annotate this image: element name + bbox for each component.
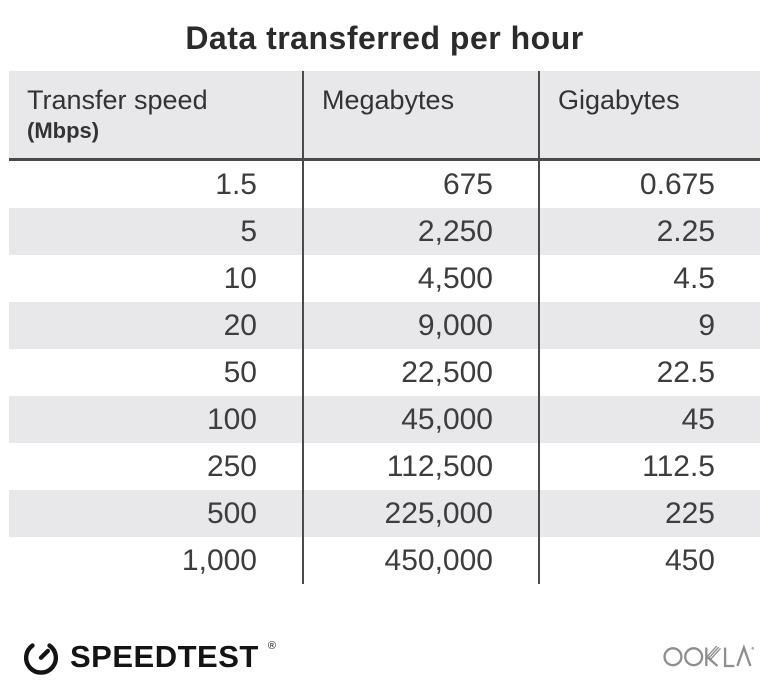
header-cell-megabytes: Megabytes (302, 71, 538, 158)
table-cell: 9 (538, 302, 760, 349)
table-row: 10 4,500 4.5 (9, 255, 760, 302)
header-label: Gigabytes (558, 85, 680, 115)
header-cell-transfer-speed: Transfer speed (Mbps) (9, 71, 302, 158)
table-cell: 4,500 (302, 255, 538, 302)
ookla-logo: OOKLA (663, 640, 755, 672)
table-row: 250 112,500 112.5 (9, 443, 760, 490)
table-cell: 225 (538, 490, 760, 537)
speedtest-logo: SPEEDTEST ® (20, 635, 276, 677)
table-cell: 450 (538, 537, 760, 584)
table-cell: 2.25 (538, 208, 760, 255)
table-cell: 22,500 (302, 349, 538, 396)
table-row: 5 2,250 2.25 (9, 208, 760, 255)
footer: SPEEDTEST ® OOKLA (0, 628, 769, 698)
table-cell: 45 (538, 396, 760, 443)
table-cell: 112,500 (302, 443, 538, 490)
registered-mark: ® (267, 640, 276, 652)
table-cell: 4.5 (538, 255, 760, 302)
table-cell: 22.5 (538, 349, 760, 396)
table-cell: 1.5 (215, 168, 257, 201)
data-table: Transfer speed (Mbps) Megabytes Gigabyte… (9, 71, 760, 584)
table-cell: 9,000 (302, 302, 538, 349)
header-sublabel: (Mbps) (27, 118, 100, 143)
table-cell: 10 (223, 262, 257, 295)
table-cell: 250 (206, 450, 257, 483)
table-row: 50 22,500 22.5 (9, 349, 760, 396)
table-row: 20 9,000 9 (9, 302, 760, 349)
ookla-wordmark (663, 644, 754, 668)
table-cell: 225,000 (302, 490, 538, 537)
table-header-row: Transfer speed (Mbps) Megabytes Gigabyte… (9, 71, 760, 161)
table-cell: 450,000 (302, 537, 538, 584)
table-cell: 5 (240, 215, 257, 248)
table-body: 1.5 675 0.675 5 2,250 2.25 10 4,500 4.5 20 9,000 9 5… (9, 161, 760, 584)
table-cell: 500 (206, 497, 257, 530)
speedtest-wordmark: SPEEDTEST (70, 638, 259, 674)
table-cell: 112.5 (538, 443, 760, 490)
table-cell: 2,250 (302, 208, 538, 255)
table-cell: 0.675 (538, 161, 760, 208)
table-cell: 50 (223, 356, 257, 389)
header-label: Transfer speed (27, 85, 208, 115)
table-cell: 100 (206, 403, 257, 436)
page-title: Data transferred per hour (185, 20, 584, 56)
table-row: 500 225,000 225 (9, 490, 760, 537)
speedtest-gauge-icon (24, 643, 58, 675)
table-row: 100 45,000 45 (9, 396, 760, 443)
table-cell: 675 (302, 161, 538, 208)
table-cell: 45,000 (302, 396, 538, 443)
header-cell-gigabytes: Gigabytes (538, 71, 760, 158)
table-cell: 20 (223, 309, 257, 342)
table-cell: 1,000 (181, 544, 257, 577)
header-label: Megabytes (322, 85, 455, 115)
table-row: 1,000 450,000 450 (9, 537, 760, 584)
table-row: 1.5 675 0.675 (9, 161, 760, 208)
